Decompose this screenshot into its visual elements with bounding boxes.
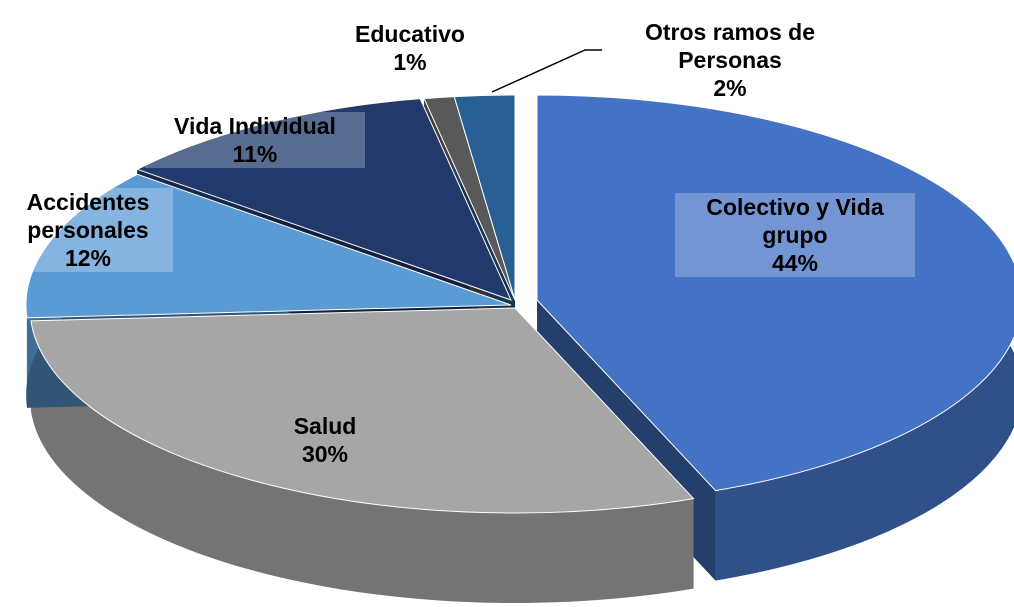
category-label: Educativo: [355, 21, 465, 47]
data-label: Accidentes personales 12%: [3, 188, 173, 272]
data-label: Vida Individual 11%: [145, 112, 365, 168]
slice: [30, 307, 695, 514]
leader-line: [491, 49, 602, 93]
value-label: 11%: [232, 141, 278, 167]
category-label: Accidentes personales: [26, 189, 150, 243]
slice: [453, 94, 516, 301]
slice-side: [30, 320, 694, 603]
value-label: 12%: [64, 245, 112, 271]
slice: [136, 98, 512, 301]
value-label: 2%: [713, 75, 747, 101]
category-label: Vida Individual: [174, 113, 336, 139]
value-label: 30%: [301, 441, 349, 467]
data-label: Colectivo y Vida grupo 44%: [675, 193, 915, 277]
value-label: 44%: [771, 250, 819, 276]
data-label: Otros ramos de Personas 2%: [610, 18, 850, 102]
category-label: Colectivo y Vida grupo: [706, 194, 884, 248]
category-label: Salud: [293, 413, 357, 439]
data-label: Educativo 1%: [335, 20, 485, 76]
slice: [25, 173, 512, 319]
category-label: Otros ramos de Personas: [645, 19, 815, 73]
slice: [536, 94, 1014, 492]
data-label: Salud 30%: [265, 412, 385, 468]
value-label: 1%: [393, 49, 427, 75]
